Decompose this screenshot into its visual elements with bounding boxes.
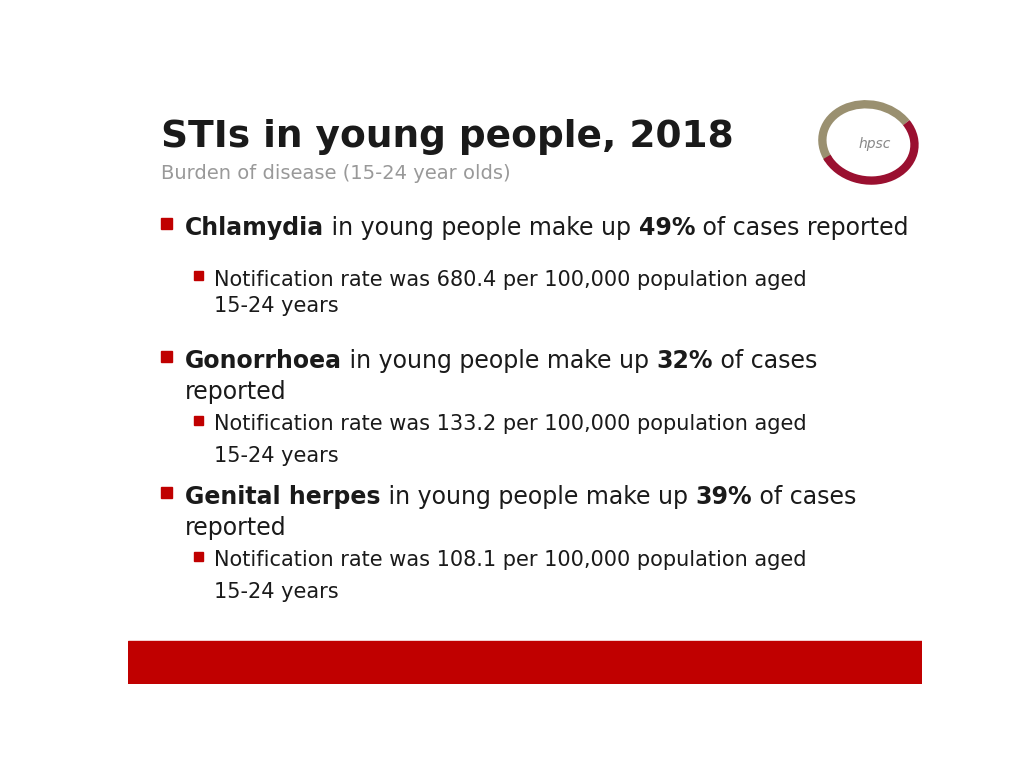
Bar [128,641,922,684]
Text: 49%: 49% [639,217,695,240]
Text: reported: reported [185,516,287,540]
Bar [194,271,203,280]
Bar [194,551,203,561]
Text: Burden of disease (15-24 year olds): Burden of disease (15-24 year olds) [162,164,511,184]
Text: in young people make up: in young people make up [381,485,695,509]
Text: 6: 6 [894,655,904,670]
Text: of cases reported: of cases reported [695,217,908,240]
Bar [194,415,203,425]
Text: 32%: 32% [656,349,713,373]
Text: in young people make up: in young people make up [342,349,656,373]
Bar [162,487,172,498]
Text: reported: reported [185,380,287,404]
Text: hpsc: hpsc [858,137,891,151]
Text: of cases: of cases [752,485,856,509]
Bar [162,350,172,362]
Text: of cases: of cases [713,349,817,373]
Text: 15-24 years: 15-24 years [214,296,338,316]
Text: STIs in young people, 2018: STIs in young people, 2018 [162,119,734,155]
Text: Genital herpes: Genital herpes [185,485,381,509]
Text: Chlamydia: Chlamydia [185,217,325,240]
Text: Notification rate was 680.4 per 100,000 population aged: Notification rate was 680.4 per 100,000 … [214,270,806,290]
Text: in young people make up: in young people make up [325,217,639,240]
Bar [162,217,172,230]
Text: 15-24 years: 15-24 years [214,582,338,602]
Text: Gonorrhoea: Gonorrhoea [185,349,342,373]
Text: Notification rate was 108.1 per 100,000 population aged: Notification rate was 108.1 per 100,000 … [214,551,806,571]
Text: 39%: 39% [695,485,752,509]
Text: 15-24 years: 15-24 years [214,445,338,466]
Text: Notification rate was 133.2 per 100,000 population aged: Notification rate was 133.2 per 100,000 … [214,415,806,435]
